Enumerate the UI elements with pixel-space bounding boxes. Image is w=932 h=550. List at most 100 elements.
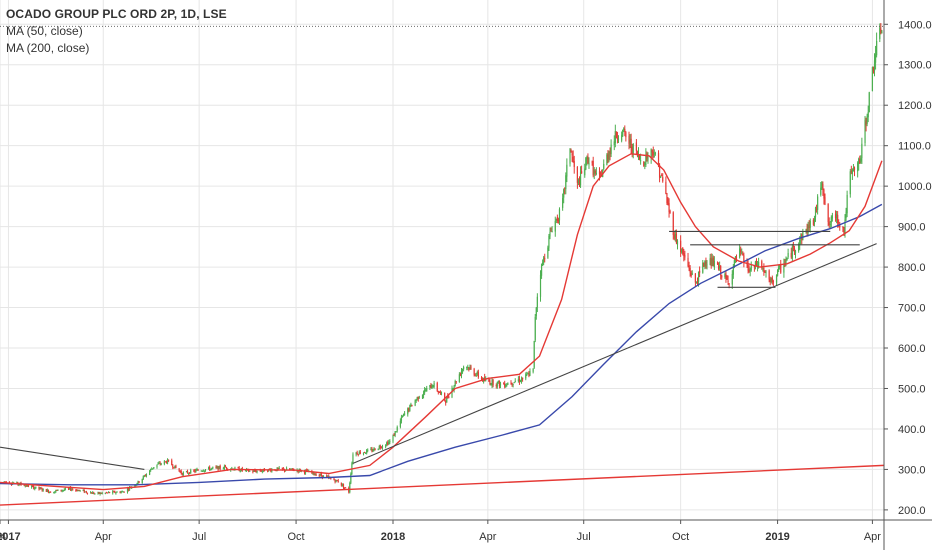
candle-down [843, 227, 845, 234]
candle-down [260, 470, 262, 472]
y-tick-label: 700.0 [898, 303, 926, 315]
candle-up [526, 374, 528, 376]
candle-down [85, 491, 87, 493]
candle-down [91, 492, 93, 494]
candle-up [182, 472, 184, 476]
y-tick-label: 600.0 [898, 343, 926, 355]
candle-up [830, 217, 832, 223]
candle-down [363, 452, 366, 454]
candle-up [149, 470, 151, 475]
candle-up [704, 261, 706, 267]
candle-up [409, 405, 411, 411]
candle-up [107, 492, 110, 494]
candle-down [167, 459, 170, 461]
candle-down [839, 225, 841, 228]
candle-up [512, 383, 514, 385]
candle-down [417, 396, 419, 399]
candle-up [150, 469, 152, 471]
candle-up [548, 235, 550, 248]
candle-up [378, 445, 380, 449]
trendlines [0, 230, 885, 506]
candle-down [564, 187, 566, 189]
candle-up [644, 163, 646, 165]
candle-up [660, 176, 662, 178]
candle-down [78, 489, 80, 491]
candle-up [861, 143, 863, 159]
candle-up [786, 257, 788, 261]
candle-down [144, 475, 147, 477]
candle-up [53, 492, 55, 494]
candle-down [673, 234, 675, 239]
candle-up [529, 371, 531, 376]
candle-down [689, 267, 691, 273]
candle-up [577, 180, 580, 183]
trendline [352, 243, 877, 464]
y-tick-label: 1300.0 [898, 60, 932, 72]
candle-down [772, 281, 774, 283]
candle-up [421, 394, 424, 399]
candle-down [313, 472, 315, 475]
candle-down [436, 382, 438, 391]
candle-down [315, 474, 317, 476]
candle-up [234, 467, 236, 470]
candle-down [838, 222, 840, 224]
candle-up [536, 296, 538, 308]
x-tick-label: 2017 [0, 531, 21, 543]
candle-up [401, 416, 404, 418]
candle-up [864, 119, 866, 144]
candle-up [647, 156, 649, 161]
candle-down [522, 377, 524, 380]
candle-down [224, 466, 227, 468]
candle-up [566, 164, 568, 177]
candle-down [209, 467, 211, 471]
candle-down [815, 208, 818, 210]
candle-up [813, 218, 816, 224]
candle-up [208, 467, 210, 469]
candle-up [876, 41, 878, 56]
candle-down [518, 378, 521, 382]
candle-up [814, 207, 817, 218]
ma200-legend: MA (200, close) [6, 41, 90, 55]
ma200-line [0, 203, 883, 486]
y-tick-label: 800.0 [898, 262, 926, 274]
x-tick-label: Oct [288, 531, 305, 543]
candle-up [261, 470, 263, 472]
candle-down [336, 480, 338, 482]
candle-up [585, 158, 587, 170]
candle-up [200, 470, 202, 472]
candle-down [438, 391, 440, 393]
candle-down [666, 193, 668, 204]
candle-down [638, 154, 641, 160]
candle-down [625, 132, 627, 138]
candle-up [762, 268, 764, 270]
candle-up [835, 214, 838, 218]
candle-up [253, 470, 255, 472]
candle-up [63, 489, 65, 491]
candle-up [466, 366, 468, 368]
candle-down [576, 166, 578, 183]
candle-up [547, 247, 549, 258]
candle-up [429, 384, 431, 388]
x-tick-label: Apr [95, 531, 112, 543]
candle-up [99, 492, 101, 495]
candle-up [329, 477, 331, 479]
candle-down [607, 154, 609, 159]
candle-up [61, 490, 63, 492]
candle-up [143, 475, 145, 477]
candle-down [98, 492, 100, 494]
candle-down [790, 252, 792, 258]
candle-down [792, 246, 794, 248]
candle-up [101, 492, 103, 494]
candle-down [587, 156, 589, 163]
candle-up [491, 379, 493, 385]
candle-down [599, 172, 602, 174]
candle-down [334, 480, 336, 482]
candle-up [608, 152, 610, 160]
candle-up [158, 462, 160, 464]
candle-up [702, 262, 704, 273]
candle-down [123, 491, 125, 493]
candle-up [731, 273, 733, 285]
candle-up [453, 385, 455, 390]
candle-up [805, 229, 807, 232]
